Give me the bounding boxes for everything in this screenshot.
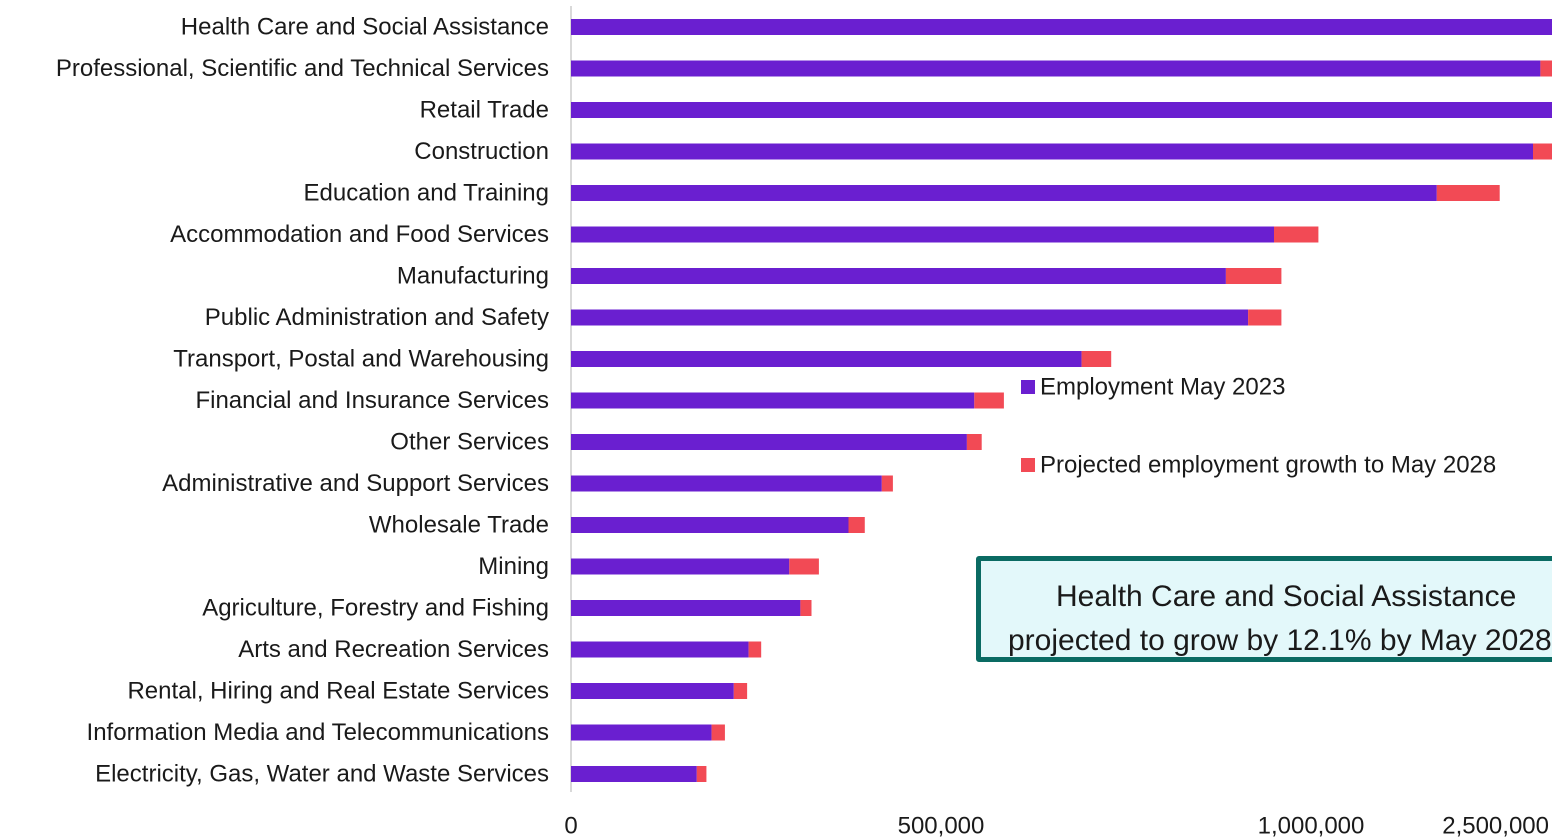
bar-employment-mining [571, 559, 789, 575]
annotation-line-1: Health Care and Social Assistance [981, 575, 1552, 619]
legend-swatch-0 [1021, 380, 1035, 394]
bar-growth-construction [1533, 144, 1552, 160]
category-label-agriculture-forestry-and-fishing: Agriculture, Forestry and Fishing [202, 595, 549, 622]
category-labels: Health Care and Social Assistance Profess… [56, 14, 549, 788]
bar-growth-transport-postal-and-warehousing [1082, 351, 1112, 367]
bar-growth-mining [789, 559, 819, 575]
category-label-professional-scientific-and-technical-services: Professional, Scientific and Technical S… [56, 55, 549, 82]
bar-growth-rental-hiring-and-real-estate-services [734, 683, 747, 699]
annotation-text: Health Care and Social Assistance projec… [981, 575, 1552, 662]
legend-label-1: Projected employment growth to May 2028 [1040, 452, 1496, 479]
bar-employment-administrative-and-support-services [571, 476, 882, 492]
bar-growth-agriculture-forestry-and-fishing [800, 600, 811, 616]
bar-growth-financial-and-insurance-services [974, 393, 1004, 409]
bar-growth-public-administration-and-safety [1248, 310, 1281, 326]
category-label-construction: Construction [414, 138, 549, 165]
bar-employment-manufacturing [571, 268, 1226, 284]
bar-employment-electricity-gas-water-and-waste-services [571, 766, 697, 782]
legend: Employment May 2023 Projected employment … [1021, 374, 1496, 479]
category-label-mining: Mining [478, 553, 549, 580]
x-tick-label-2: 1,000,000 [1258, 813, 1365, 839]
category-label-arts-and-recreation-services: Arts and Recreation Services [238, 636, 549, 663]
bar-employment-health-care-and-social-assistance [571, 19, 1552, 35]
bar-employment-rental-hiring-and-real-estate-services [571, 683, 734, 699]
category-label-rental-hiring-and-real-estate-services: Rental, Hiring and Real Estate Services [127, 678, 549, 705]
bar-employment-construction [571, 144, 1533, 160]
bar-employment-financial-and-insurance-services [571, 393, 974, 409]
bar-growth-education-and-training [1437, 185, 1500, 201]
category-label-other-services: Other Services [390, 429, 549, 456]
legend-swatch-1 [1021, 458, 1035, 472]
bar-employment-other-services [571, 434, 967, 450]
category-label-information-media-and-telecommunications: Information Media and Telecommunications [87, 719, 549, 746]
bar-employment-professional-scientific-and-technical-services [571, 61, 1540, 77]
bar-growth-accommodation-and-food-services [1274, 227, 1318, 243]
bar-employment-agriculture-forestry-and-fishing [571, 600, 800, 616]
bar-growth-electricity-gas-water-and-waste-services [697, 766, 707, 782]
annotation-box: Health Care and Social Assistance projec… [976, 556, 1552, 662]
bar-growth-professional-scientific-and-technical-services [1540, 61, 1552, 77]
bar-employment-transport-postal-and-warehousing [571, 351, 1082, 367]
category-label-public-administration-and-safety: Public Administration and Safety [205, 304, 549, 331]
bar-employment-information-media-and-telecommunications [571, 725, 712, 741]
category-label-wholesale-trade: Wholesale Trade [369, 512, 549, 539]
bar-employment-wholesale-trade [571, 517, 849, 533]
category-label-administrative-and-support-services: Administrative and Support Services [162, 470, 549, 497]
bar-growth-information-media-and-telecommunications [712, 725, 725, 741]
bar-growth-arts-and-recreation-services [749, 642, 762, 658]
category-label-manufacturing: Manufacturing [397, 263, 549, 290]
bar-employment-education-and-training [571, 185, 1437, 201]
category-label-education-and-training: Education and Training [303, 180, 549, 207]
bar-growth-manufacturing [1226, 268, 1282, 284]
category-label-transport-postal-and-warehousing: Transport, Postal and Warehousing [173, 346, 549, 373]
category-label-electricity-gas-water-and-waste-services: Electricity, Gas, Water and Waste Servic… [95, 761, 549, 788]
x-tick-label-0: 0 [564, 813, 577, 839]
category-label-financial-and-insurance-services: Financial and Insurance Services [195, 387, 549, 414]
category-label-retail-trade: Retail Trade [420, 97, 549, 124]
bar-growth-other-services [967, 434, 982, 450]
bar-employment-accommodation-and-food-services [571, 227, 1274, 243]
bar-growth-wholesale-trade [849, 517, 865, 533]
legend-label-0: Employment May 2023 [1040, 374, 1285, 401]
bar-employment-public-administration-and-safety [571, 310, 1248, 326]
bars [571, 19, 1552, 782]
annotation-line-2: projected to grow by 12.1% by May 2028 [981, 619, 1552, 662]
category-label-accommodation-and-food-services: Accommodation and Food Services [170, 221, 549, 248]
x-tick-label-1: 500,000 [898, 813, 985, 839]
bar-employment-arts-and-recreation-services [571, 642, 749, 658]
category-label-health-care-and-social-assistance: Health Care and Social Assistance [181, 14, 549, 41]
x-tick-label-5: 2,500,000 [1442, 813, 1549, 839]
bar-employment-retail-trade [571, 102, 1552, 118]
x-axis-ticks: 0500,0001,000,0001,500,0002,000,0002,500… [564, 813, 1552, 839]
bar-growth-administrative-and-support-services [882, 476, 893, 492]
